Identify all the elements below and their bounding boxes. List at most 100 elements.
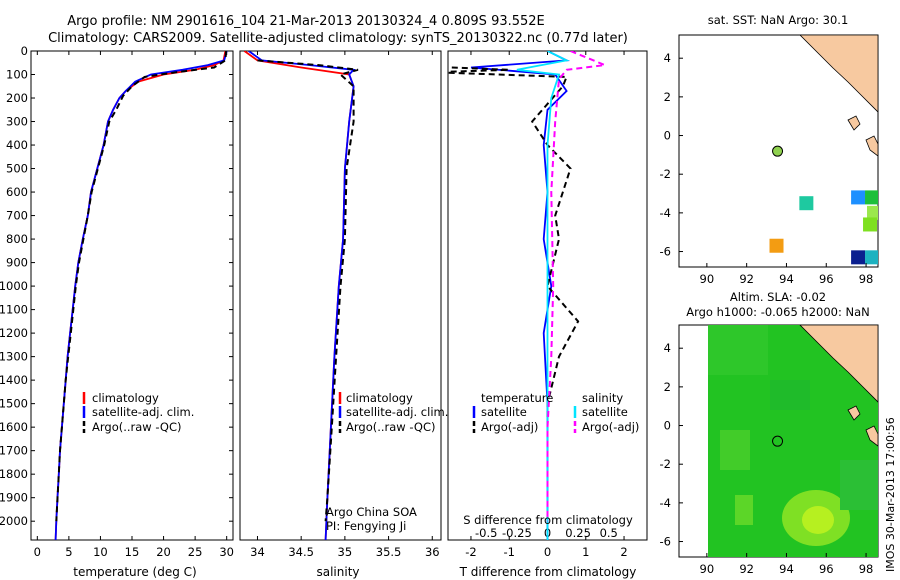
depth-tick-label: 1400 [0,373,28,387]
sst-cell [851,250,866,265]
s-tick-label: -0.5 [475,526,497,540]
depth-tick-label: 1500 [0,397,28,411]
depth-tick-label: 1800 [0,467,28,481]
sst-map-land [799,35,878,157]
pi-annotation-line-2: PI: Fengying Ji [326,519,406,533]
salinity-ticks: 34 34.5 35 35.5 36 [250,51,440,559]
sst-cell [851,190,866,205]
sst-cells [769,190,878,265]
salinity-legend: climatology satellite-adj. clim. Argo(..… [338,391,448,434]
island-land [865,135,878,157]
depth-tick-label: 2000 [0,514,28,528]
argo-position-marker [772,435,784,447]
sla-patch [735,495,753,525]
temperature-axes [30,50,234,541]
legend-satellite: satellite-adj. clim. [346,405,448,419]
title-line-2: Climatology: CARS2009. Satellite-adjuste… [48,31,628,46]
difference-xlabel: T difference from climatology [459,565,637,579]
legend-argo: Argo(..raw -QC) [92,420,182,434]
lat-tick-label: -6 [660,535,671,549]
depth-tick-label: 200 [6,91,28,105]
depth-tick-label: 700 [6,209,28,223]
legend-s-satellite: satellite [582,405,628,419]
sla-map-ticks: 90 92 94 96 98 4 2 0 -2 -4 -6 [660,341,874,576]
sst-map-ticks: 90 92 94 96 98 4 2 0 -2 -4 -6 [660,51,874,286]
x-tick-label: 10 [93,545,108,559]
lat-tick-label: -4 [660,206,671,220]
sla-map-title-line-1: Altim. SLA: -0.02 [730,290,826,304]
sla-map-panel: Altim. SLA: -0.02 Argo h1000: -0.065 h20… [660,290,879,576]
difference-xlabel-top: S difference from climatology [463,513,633,527]
x-tick-label: 30 [219,545,234,559]
x-tick-label: 35 [338,545,353,559]
x-tick-label: 20 [156,545,171,559]
lat-tick-label: 4 [664,51,671,65]
lat-tick-label: -2 [660,457,671,471]
sla-patch [770,380,810,410]
salinity-axes [239,50,442,541]
difference-series [448,51,609,540]
legend-satellite: satellite-adj. clim. [92,405,194,419]
series-argo-raw-qc- [55,51,228,522]
sla-patch [840,460,878,510]
sst-cell [867,205,878,220]
sst-cell [865,190,878,205]
legend-argo: Argo(..raw -QC) [346,420,436,434]
lon-tick-label: 92 [739,562,754,576]
s-tick-label: 0.5 [600,526,618,540]
x-tick-label: 36 [425,545,440,559]
salinity-series [243,51,359,540]
sumatra-land [799,325,878,403]
pi-annotation-line-1: Argo China SOA [326,505,417,519]
depth-tick-label: 1100 [0,303,28,317]
lat-tick-label: -4 [660,496,671,510]
difference-panel: -2 -1 0 1 2-0.5 -0.25 0 0.25 0.5 S difference fr… [447,50,648,579]
lat-tick-label: 2 [664,380,671,394]
legend-s-argo: Argo(-adj) [582,420,639,434]
sst-cell [865,250,878,265]
depth-tick-label: 1600 [0,420,28,434]
legend-t-argo: Argo(-adj) [481,420,538,434]
x-tick-label: 0 [34,545,41,559]
sst-cell [769,238,784,253]
x-tick-label: 34 [250,545,265,559]
depth-tick-label: 500 [6,162,28,176]
sla-field [708,325,878,557]
salinity-xlabel: salinity [316,565,359,579]
lon-tick-label: 90 [700,272,715,286]
sla-patch [720,430,750,470]
imos-timestamp: IMOS 30-Mar-2013 17:00:56 [884,417,897,572]
lon-tick-label: 94 [779,562,794,576]
temperature-xlabel: temperature (deg C) [73,565,196,579]
lon-tick-label: 96 [819,562,834,576]
x-tick-label: -1 [503,545,514,559]
depth-tick-label: 800 [6,232,28,246]
x-tick-label: 2 [620,545,627,559]
lon-tick-label: 94 [779,272,794,286]
depth-tick-label: 400 [6,138,28,152]
sumatra-land [799,35,878,113]
lat-tick-label: 4 [664,341,671,355]
x-tick-label: 0 [544,545,551,559]
difference-legend: temperature salinity satellite Argo(-adj… [472,391,639,434]
lon-tick-label: 98 [859,562,874,576]
island-land [847,405,861,421]
x-tick-label: 25 [188,545,203,559]
lon-tick-label: 96 [819,272,834,286]
depth-tick-label: 1900 [0,491,28,505]
depth-tick-label: 100 [6,68,28,82]
depth-tick-label: 600 [6,185,28,199]
difference-ticks: -2 -1 0 1 2-0.5 -0.25 0 0.25 0.5 [465,51,628,559]
title-line-1: Argo profile: NM 2901616_104 21-Mar-2013… [67,14,545,29]
sla-map-title-line-2: Argo h1000: -0.065 h2000: NaN [686,305,870,319]
depth-tick-label: 1000 [0,279,28,293]
temperature-legend: climatology satellite-adj. clim. Argo(..… [82,391,194,434]
temperature-panel: 0 5 10 15 20 25 30 010020030040050060070080090… [0,44,647,579]
salinity-panel: 34 34.5 35 35.5 36 salinity climatology sate… [239,50,448,579]
sla-high-core [802,506,834,534]
temperature-ticks: 0 5 10 15 20 25 30 [34,51,234,559]
legend-t-satellite: satellite [481,405,527,419]
temperature-series [54,51,228,540]
argo-position-marker [772,145,784,157]
